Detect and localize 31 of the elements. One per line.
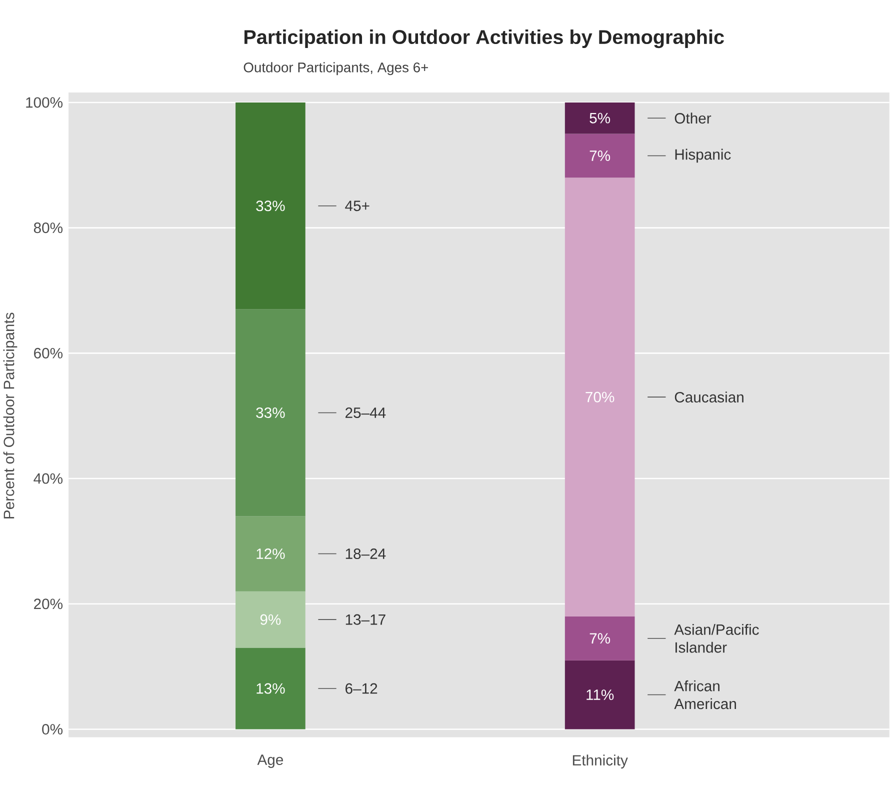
text: 6–12 <box>346 683 378 694</box>
data-label: 9% <box>260 614 281 625</box>
data-label: 33% <box>256 200 285 212</box>
data-label: 7% <box>590 150 610 161</box>
text: Caucasian <box>674 392 744 403</box>
data-label: 5% <box>590 112 610 124</box>
text: Other <box>674 112 712 124</box>
y-axis-title: Percent of Outdoor Participants <box>3 312 18 518</box>
text: 45+ <box>345 200 370 212</box>
y-tick-label: 60% <box>34 348 63 358</box>
y-tick-label: 100% <box>26 97 63 108</box>
text: Hispanic <box>675 148 731 163</box>
y-tick-label: 80% <box>34 222 63 234</box>
text: 18–24 <box>346 548 386 560</box>
y-tick-label: 20% <box>34 598 63 610</box>
data-label: 11% <box>586 690 614 700</box>
chart-subtitle: Outdoor Participants, Ages 6+ <box>244 62 428 76</box>
y-tick-label: 40% <box>34 473 63 484</box>
text: 25–44 <box>346 407 386 418</box>
data-label: 70% <box>586 392 614 402</box>
chart-title: Participation in Outdoor Activities by Demographic <box>244 30 724 48</box>
text: African American <box>674 680 736 710</box>
text: Asian/Pacific Islander <box>674 624 759 653</box>
y-tick-label: 0% <box>42 724 63 735</box>
data-label: 12% <box>256 548 285 560</box>
data-label: 7% <box>590 633 610 644</box>
data-label: 33% <box>256 407 285 418</box>
x-tick-label: Ethnicity <box>572 754 628 769</box>
x-tick-label: Age <box>257 754 284 768</box>
data-label: 13% <box>256 683 285 694</box>
text: 13–17 <box>346 614 386 625</box>
